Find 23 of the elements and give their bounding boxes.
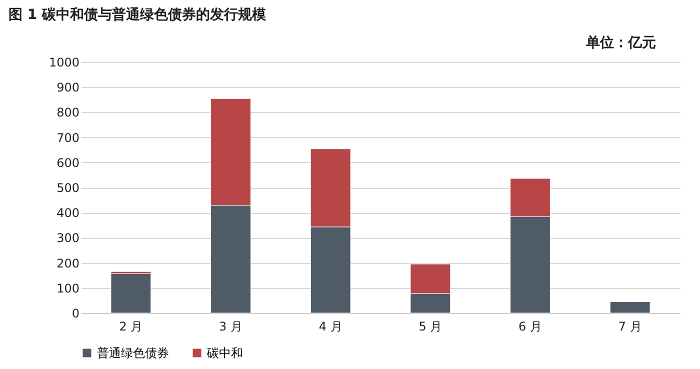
y-tick-label: 200 [56, 256, 80, 270]
x-tick-label: 6 月 [518, 320, 542, 334]
x-tick-label: 3 月 [219, 320, 242, 334]
bar [610, 301, 650, 314]
y-tick-label: 0 [72, 306, 80, 320]
bar [110, 273, 152, 314]
chart-title: 图 1 碳中和债与普通绿色债券的发行规模 [8, 6, 267, 23]
y-tick-label: 600 [56, 156, 80, 170]
x-tick-label: 7 月 [618, 320, 642, 334]
y-tick-label: 1000 [48, 56, 80, 70]
y-tick-label: 400 [56, 206, 80, 220]
text: 单位：亿元 [585, 35, 656, 51]
x-tick-label: 4 月 [318, 320, 342, 334]
y-tick-label: 700 [56, 130, 80, 145]
y-tick-label: 500 [56, 181, 80, 195]
y-tick-label: 800 [56, 106, 80, 120]
legend-label: 碳中和 [206, 346, 243, 360]
y-tick-label: 300 [56, 231, 80, 246]
y-tick-label: 100 [56, 281, 80, 296]
x-tick-label: 5 月 [418, 320, 442, 334]
x-tick-label: 2 月 [119, 320, 143, 334]
y-tick-label: 900 [56, 80, 80, 95]
legend-label: 普通绿色债券 [97, 346, 169, 360]
